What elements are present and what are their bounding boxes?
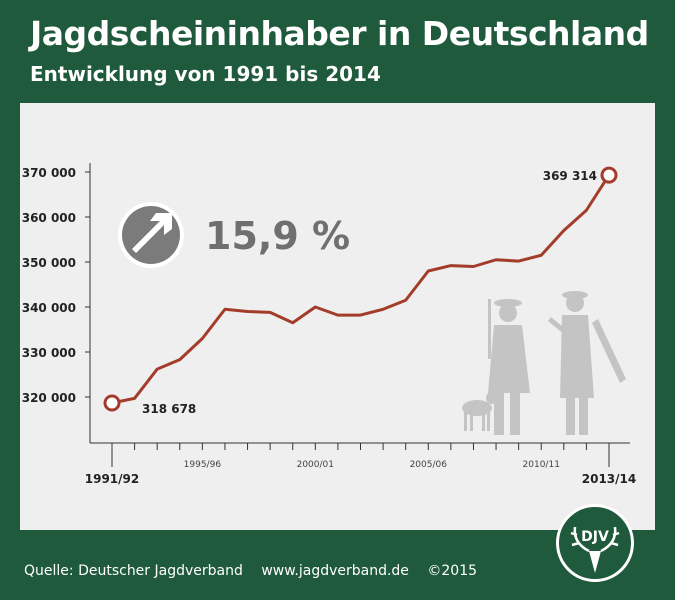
x-tick-label: 1991/92 xyxy=(85,472,139,486)
y-tick-label: 340 000 xyxy=(22,301,76,315)
growth-badge xyxy=(118,202,184,268)
data-label: 369 314 xyxy=(543,169,597,183)
data-label: 318 678 xyxy=(142,402,196,416)
website-link[interactable]: www.jagdverband.de xyxy=(261,563,409,579)
x-tick-label: 2005/06 xyxy=(410,460,448,470)
y-tick-label: 360 000 xyxy=(22,211,76,225)
source-text: Quelle: Deutscher Jagdverband xyxy=(24,563,243,579)
x-tick-label: 2000/01 xyxy=(297,460,334,470)
djv-logo: DJV xyxy=(556,504,634,582)
y-tick-label: 350 000 xyxy=(22,256,76,270)
page-title: Jagdscheininhaber in Deutschland xyxy=(30,14,649,53)
data-point xyxy=(600,166,618,184)
x-tick-label: 2013/14 xyxy=(582,472,636,486)
growth-percent: 15,9 % xyxy=(205,214,350,258)
y-tick-label: 320 000 xyxy=(22,391,76,405)
copyright-text: ©2015 xyxy=(427,563,478,579)
x-tick-label: 2010/11 xyxy=(523,460,560,470)
series-line xyxy=(111,174,611,405)
chart-panel: 320 000 330 000 340 000 350 000 360 000 370 0… xyxy=(20,103,655,530)
logo-text: DJV xyxy=(581,529,609,545)
hunters-silhouette-icon xyxy=(462,291,626,435)
arrow-up-right-icon xyxy=(132,213,172,253)
y-tick-label: 370 000 xyxy=(22,166,76,180)
antlers-icon xyxy=(570,526,620,573)
x-tick-label: 1995/96 xyxy=(184,460,222,470)
y-tick-label: 330 000 xyxy=(22,346,76,360)
page-subtitle: Entwicklung von 1991 bis 2014 xyxy=(30,62,381,86)
footer: Quelle: Deutscher Jagdverband www.jagdve… xyxy=(24,563,491,579)
data-point xyxy=(103,394,121,412)
line-chart: 320 000 330 000 340 000 350 000 360 000 370 0… xyxy=(22,163,636,486)
